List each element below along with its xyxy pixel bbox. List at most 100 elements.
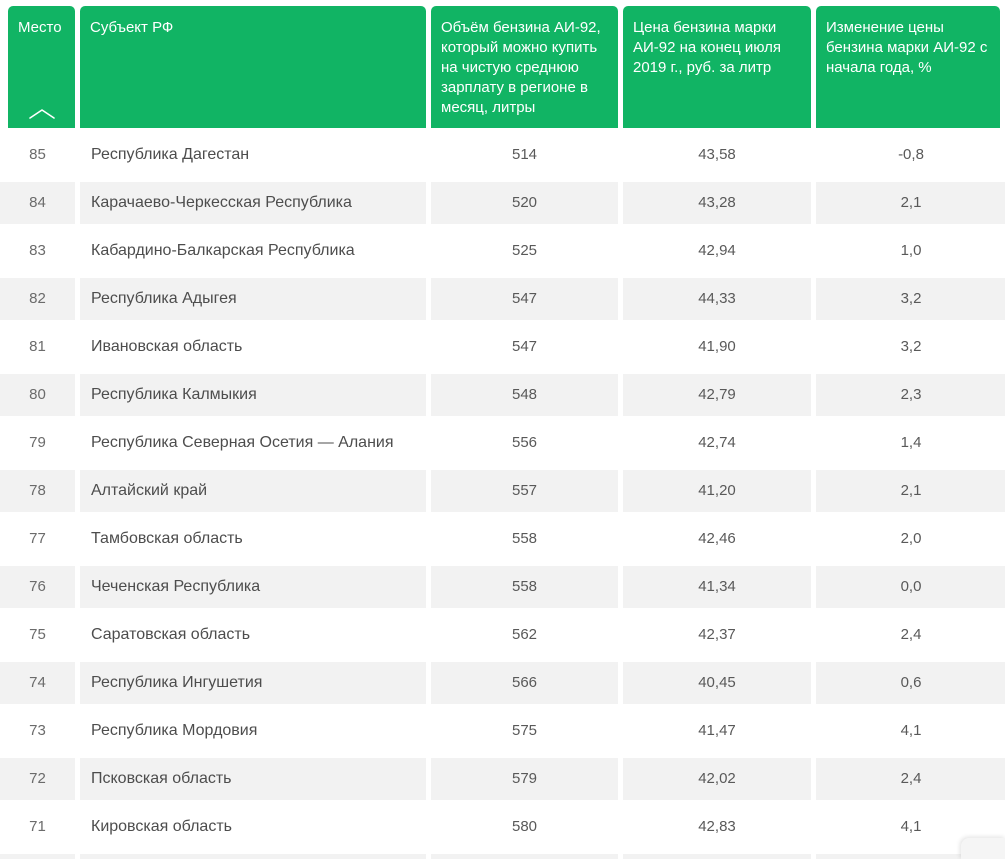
region-cell: Республика Северная Осетия — Алания	[80, 422, 426, 464]
rank-cell: 76	[0, 566, 75, 608]
change-cell: 2,4	[816, 614, 1005, 656]
rank-cell: 73	[0, 710, 75, 752]
change-cell: 4,1	[816, 710, 1005, 752]
price-cell: 42,37	[623, 614, 811, 656]
table-row: 71 Кировская область 580 42,83 4,1	[0, 806, 1005, 848]
change-cell: 1,0	[816, 230, 1005, 272]
change-cell: 2,4	[816, 758, 1005, 800]
table-row-partial	[0, 854, 1005, 859]
table-row: 79 Республика Северная Осетия — Алания 556…	[0, 422, 1005, 464]
price-cell: 42,94	[623, 230, 811, 272]
price-cell: 43,28	[623, 182, 811, 224]
price-cell: 41,47	[623, 710, 811, 752]
price-cell: 42,02	[623, 758, 811, 800]
change-cell: -0,8	[816, 134, 1005, 176]
region-cell: Карачаево-Черкесская Республика	[80, 182, 426, 224]
table-row: 74 Республика Ингушетия 566 40,45 0,6	[0, 662, 1005, 704]
volume-cell: 580	[431, 806, 618, 848]
region-cell: Псковская область	[80, 758, 426, 800]
column-header-region-label: Субъект РФ	[90, 19, 174, 36]
region-cell: Республика Дагестан	[80, 134, 426, 176]
price-cell	[623, 854, 811, 859]
change-cell: 2,1	[816, 470, 1005, 512]
table-row: 72 Псковская область 579 42,02 2,4	[0, 758, 1005, 800]
price-cell: 41,90	[623, 326, 811, 368]
table-row: 75 Саратовская область 562 42,37 2,4	[0, 614, 1005, 656]
rank-cell: 78	[0, 470, 75, 512]
rank-cell: 85	[0, 134, 75, 176]
rank-cell: 83	[0, 230, 75, 272]
region-cell: Саратовская область	[80, 614, 426, 656]
column-header-change[interactable]: Изменение цены бензина марки АИ-92 с нач…	[816, 6, 1000, 128]
region-cell	[80, 854, 426, 859]
rank-cell	[0, 854, 75, 859]
change-cell: 2,3	[816, 374, 1005, 416]
change-cell: 4,1	[816, 806, 1005, 848]
column-header-region[interactable]: Субъект РФ	[80, 6, 426, 128]
region-cell: Республика Калмыкия	[80, 374, 426, 416]
column-header-volume-label: Объём бензина АИ-92, который можно купит…	[441, 19, 601, 116]
price-cell: 44,33	[623, 278, 811, 320]
rank-cell: 84	[0, 182, 75, 224]
price-cell: 43,58	[623, 134, 811, 176]
table-row: 80 Республика Калмыкия 548 42,79 2,3	[0, 374, 1005, 416]
price-cell: 40,45	[623, 662, 811, 704]
table-row: 78 Алтайский край 557 41,20 2,1	[0, 470, 1005, 512]
column-header-place-label: Место	[18, 19, 62, 36]
scroll-to-top-button[interactable]	[961, 838, 1005, 859]
region-cell: Чеченская Республика	[80, 566, 426, 608]
region-cell: Республика Мордовия	[80, 710, 426, 752]
table-body: 85 Республика Дагестан 514 43,58 -0,8 84 Карач…	[0, 134, 1005, 859]
change-cell	[816, 854, 1005, 859]
rank-cell: 79	[0, 422, 75, 464]
price-cell: 41,34	[623, 566, 811, 608]
price-cell: 42,46	[623, 518, 811, 560]
volume-cell: 547	[431, 326, 618, 368]
table-row: 81 Ивановская область 547 41,90 3,2	[0, 326, 1005, 368]
volume-cell: 548	[431, 374, 618, 416]
region-cell: Республика Ингушетия	[80, 662, 426, 704]
sort-ascending-icon[interactable]	[28, 108, 56, 120]
region-cell: Кировская область	[80, 806, 426, 848]
column-header-change-label: Изменение цены бензина марки АИ-92 с нач…	[826, 19, 988, 76]
volume-cell: 557	[431, 470, 618, 512]
volume-cell: 579	[431, 758, 618, 800]
rank-cell: 81	[0, 326, 75, 368]
table-row: 77 Тамбовская область 558 42,46 2,0	[0, 518, 1005, 560]
column-header-price[interactable]: Цена бензина марки АИ-92 на конец июля 2…	[623, 6, 811, 128]
rank-cell: 82	[0, 278, 75, 320]
change-cell: 0,6	[816, 662, 1005, 704]
volume-cell: 525	[431, 230, 618, 272]
region-cell: Республика Адыгея	[80, 278, 426, 320]
region-cell: Ивановская область	[80, 326, 426, 368]
volume-cell: 520	[431, 182, 618, 224]
volume-cell: 547	[431, 278, 618, 320]
volume-cell: 514	[431, 134, 618, 176]
region-cell: Алтайский край	[80, 470, 426, 512]
region-cell: Кабардино-Балкарская Республика	[80, 230, 426, 272]
table-header: Место Субъект РФ Объём бензина АИ-92, ко…	[8, 6, 1000, 128]
volume-cell: 558	[431, 566, 618, 608]
price-cell: 41,20	[623, 470, 811, 512]
price-cell: 42,74	[623, 422, 811, 464]
rank-cell: 72	[0, 758, 75, 800]
change-cell: 0,0	[816, 566, 1005, 608]
volume-cell: 562	[431, 614, 618, 656]
rank-cell: 74	[0, 662, 75, 704]
volume-cell	[431, 854, 618, 859]
column-header-price-label: Цена бензина марки АИ-92 на конец июля 2…	[633, 19, 782, 76]
change-cell: 2,0	[816, 518, 1005, 560]
rank-cell: 71	[0, 806, 75, 848]
price-cell: 42,83	[623, 806, 811, 848]
change-cell: 3,2	[816, 278, 1005, 320]
table-row: 85 Республика Дагестан 514 43,58 -0,8	[0, 134, 1005, 176]
column-header-volume[interactable]: Объём бензина АИ-92, который можно купит…	[431, 6, 618, 128]
region-cell: Тамбовская область	[80, 518, 426, 560]
table-row: 83 Кабардино-Балкарская Республика 525 42,9…	[0, 230, 1005, 272]
rank-cell: 77	[0, 518, 75, 560]
rank-cell: 75	[0, 614, 75, 656]
column-header-place[interactable]: Место	[8, 6, 75, 128]
change-cell: 3,2	[816, 326, 1005, 368]
table-row: 76 Чеченская Республика 558 41,34 0,0	[0, 566, 1005, 608]
